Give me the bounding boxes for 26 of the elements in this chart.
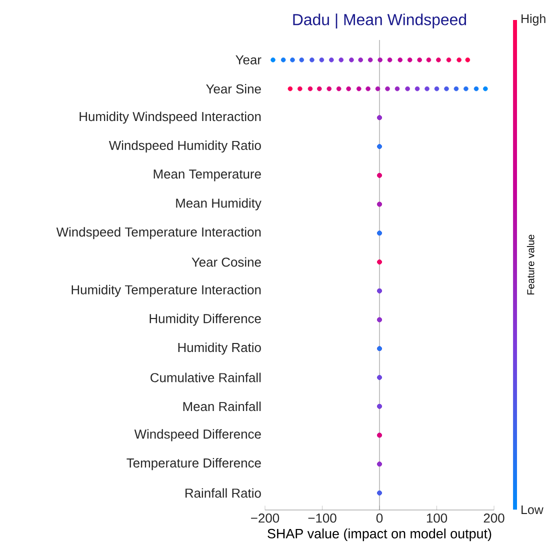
y-tick-label: Cumulative Rainfall xyxy=(150,372,261,382)
y-tick-label: Humidity Windspeed Interaction xyxy=(80,112,261,124)
y-tick-label: Mean Temperature xyxy=(154,170,261,182)
x-tick-label: 0 xyxy=(376,514,383,523)
color-bar-title: Feature value xyxy=(526,234,534,294)
y-tick-label: Rainfall Ratio xyxy=(186,488,261,498)
y-tick-label: Temperature Difference xyxy=(126,458,261,470)
x-tick-label: −100 xyxy=(308,514,336,523)
text: Low xyxy=(522,505,544,514)
y-tick-label: Year Cosine xyxy=(192,257,261,267)
x-tick-label: 200 xyxy=(484,514,504,523)
y-tick-label: Humidity Temperature Interaction xyxy=(72,284,261,297)
y-tick-label: Mean Rainfall xyxy=(183,402,261,412)
y-tick-label: Year xyxy=(236,55,262,64)
y-tick-label: Windspeed Humidity Ratio xyxy=(108,140,261,153)
x-axis-title: SHAP value (impact on model output) xyxy=(268,528,492,542)
y-tick-label: Year Sine xyxy=(206,84,261,94)
y-tick-label: Humidity Difference xyxy=(150,314,261,326)
x-tick-label: 100 xyxy=(426,514,448,523)
y-tick-label: Windspeed Difference xyxy=(134,429,261,442)
y-tick-label: Windspeed Temperature Interaction xyxy=(56,227,261,240)
chart-title: Dadu | Mean Windspeed xyxy=(293,14,466,28)
y-tick-label: Humidity Ratio xyxy=(178,342,261,355)
x-tick-label: −200 xyxy=(251,514,280,523)
text: High xyxy=(522,14,546,26)
y-tick-label: Mean Humidity xyxy=(176,198,262,210)
